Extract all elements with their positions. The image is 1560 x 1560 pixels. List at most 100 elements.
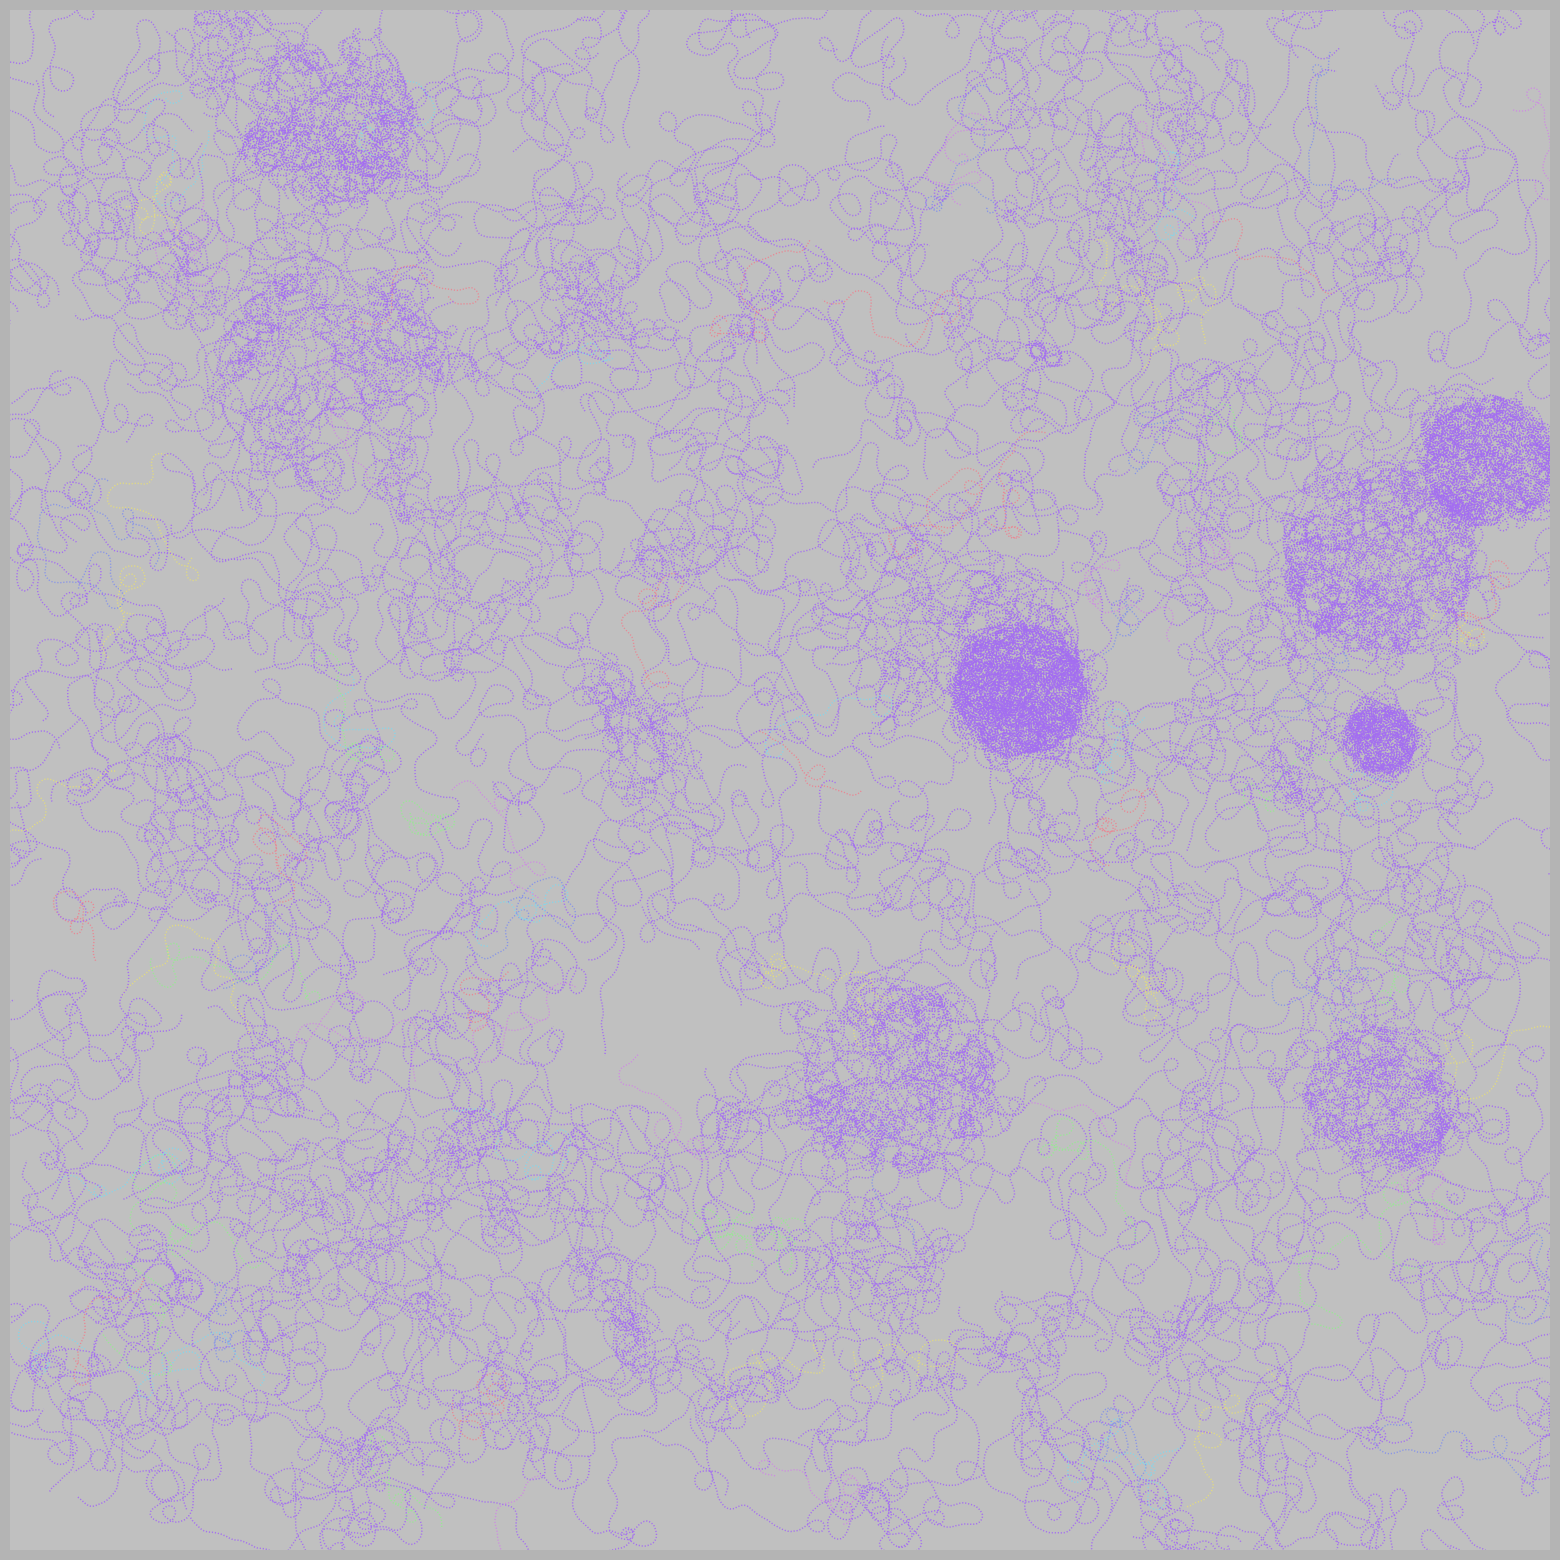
trail [882,857,965,951]
trail [1422,423,1550,520]
trail [230,1284,327,1423]
trail [1184,526,1234,577]
trail [681,676,873,873]
trail [509,404,607,517]
trail [1261,864,1354,958]
trail [148,783,279,986]
trail [1272,596,1381,719]
trail [1033,1041,1256,1212]
trail [1278,977,1395,1103]
trail [198,28,335,169]
trail [419,199,547,257]
trail [153,757,263,903]
trail [1345,706,1429,775]
trail [698,220,829,311]
trail [99,868,220,930]
trail [726,578,916,737]
trail [1307,51,1399,192]
trail [1348,902,1492,1037]
trail [12,481,187,572]
trail [549,218,643,290]
trail [191,1236,509,1373]
trail [998,678,1071,755]
trail [432,1307,506,1439]
trail [1038,35,1221,171]
trail [78,214,214,290]
trail [403,1270,558,1397]
trail [973,1289,1089,1369]
trail [926,112,988,206]
trail [1018,625,1079,685]
trail [383,882,549,1011]
trail [523,645,625,707]
trail [1142,717,1301,869]
trail [869,1041,990,1136]
trail [1070,1230,1301,1339]
trail [1487,422,1550,518]
trail [1439,408,1524,527]
trail [1246,575,1352,752]
trail [1267,896,1502,1088]
trail [1191,403,1245,481]
trail [839,897,1054,1034]
trail [1355,712,1419,771]
trail [625,727,716,869]
trail [251,1185,530,1343]
trail [997,697,1044,752]
trail [1361,404,1459,684]
trail [327,1292,473,1478]
trail [908,569,1137,656]
trail [1378,1181,1461,1269]
trail [252,813,308,903]
trail [924,84,997,214]
trail [1301,1079,1370,1149]
trail [377,465,456,600]
trail [1297,1234,1372,1330]
trail [1174,1129,1304,1316]
trail [829,125,948,248]
trail [289,36,373,138]
trail [244,271,376,365]
trail [607,750,821,1051]
trail [62,1407,164,1473]
trail [1406,1125,1508,1342]
trail [152,1046,264,1197]
trail [1237,409,1428,654]
trail [274,698,460,821]
trail [889,36,1030,132]
trail [1319,467,1440,607]
trail [236,1174,329,1260]
trail [10,1100,89,1242]
trail [1090,787,1161,867]
trail [979,10,1075,93]
trail [202,10,316,125]
trail [334,82,413,168]
trail [20,1025,150,1128]
trail [161,452,359,653]
trail [1212,331,1327,491]
trail [342,818,520,964]
trail [1373,1421,1539,1494]
trail [592,692,700,950]
trail [124,171,182,249]
trail [241,1060,309,1170]
trail [1391,10,1506,160]
trail [691,1208,755,1268]
trail [702,843,788,967]
trail [320,82,407,145]
trail [1370,486,1479,582]
trail [568,1183,649,1374]
trail [1341,706,1401,778]
trail [1138,411,1232,583]
trail [964,650,1039,738]
trail [1296,223,1392,363]
trail [219,10,323,243]
trail [493,1401,580,1483]
trail [1426,455,1480,524]
trail [1013,1316,1092,1461]
trail [237,336,320,450]
trail [45,1124,306,1326]
trail [218,339,265,478]
trail [1314,467,1365,554]
